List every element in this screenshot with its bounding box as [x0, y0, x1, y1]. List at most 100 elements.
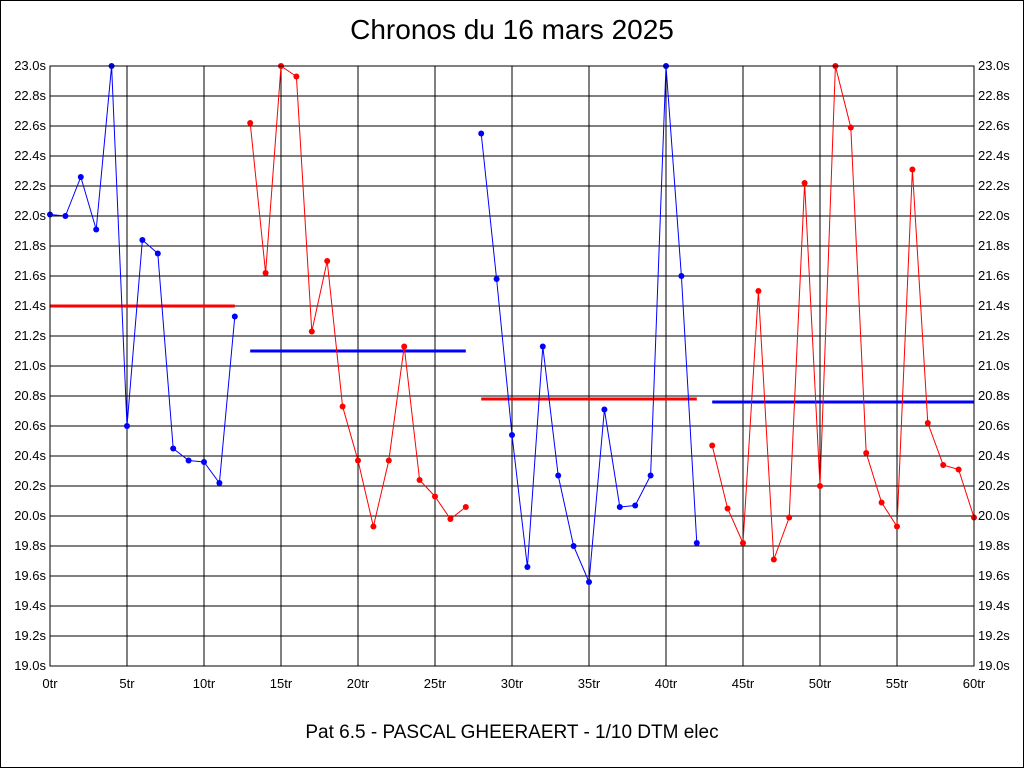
data-point [863, 450, 870, 456]
data-point [231, 313, 238, 320]
data-point [894, 523, 900, 530]
data-point [678, 273, 685, 279]
y-tick-label-left: 21.2s [14, 328, 46, 343]
plot-border [49, 65, 975, 667]
x-tick-label: 40tr [655, 676, 678, 691]
data-point [416, 477, 423, 483]
axes: 19.0s 19.0s 19.2s 19.2s 19.4s 19.4s 19.6s 19.6s… [14, 58, 1010, 691]
data-point [955, 466, 962, 473]
average-lines [50, 304, 974, 404]
y-tick-label-right: 19.2s [978, 628, 1010, 643]
y-tick-label-right: 20.0s [978, 508, 1010, 523]
data-point [93, 226, 100, 233]
data-point [447, 516, 454, 522]
y-tick-label-left: 22.4s [14, 148, 46, 163]
y-tick-label-right: 19.6s [978, 568, 1010, 583]
chart-title: Chronos du 16 mars 2025 [350, 14, 674, 45]
y-tick-label-right: 22.4s [978, 148, 1010, 163]
data-point [909, 166, 916, 173]
series-line [49, 65, 236, 485]
data-point [355, 457, 361, 464]
x-tick-label: 35tr [578, 676, 601, 691]
y-tick-label-right: 21.8s [978, 238, 1010, 253]
y-tick-label-left: 21.0s [14, 358, 46, 373]
x-tick-label: 30tr [501, 676, 524, 691]
x-tick-label: 50tr [809, 676, 832, 691]
y-tick-label-left: 20.6s [14, 418, 46, 433]
data-point [817, 483, 823, 489]
data-point [124, 423, 130, 429]
data-point [185, 457, 192, 464]
data-point [555, 472, 562, 479]
y-tick-label-right: 22.0s [978, 208, 1010, 223]
data-point [647, 472, 654, 479]
y-tick-label-right: 19.0s [978, 658, 1010, 673]
data-point [62, 213, 69, 219]
y-tick-label-left: 21.8s [14, 238, 46, 253]
y-tick-label-right: 22.6s [978, 118, 1010, 133]
data-point [432, 493, 438, 500]
data-point [601, 406, 608, 413]
data-point [740, 540, 746, 546]
y-tick-label-right: 21.4s [978, 298, 1010, 313]
x-tick-label: 55tr [886, 676, 909, 691]
y-tick-label-left: 21.6s [14, 268, 46, 283]
data-point [724, 505, 731, 512]
y-tick-label-right: 22.8s [978, 88, 1010, 103]
y-tick-label-right: 23.0s [978, 58, 1010, 73]
data-point [709, 442, 716, 449]
x-tick-label: 10tr [193, 676, 216, 691]
data-point [370, 523, 377, 530]
y-tick-label-left: 20.8s [14, 388, 46, 403]
data-point [139, 237, 146, 243]
grid [49, 65, 975, 667]
data-point [770, 556, 777, 563]
y-tick-label-left: 22.0s [14, 208, 46, 223]
y-tick-label-right: 20.8s [978, 388, 1010, 403]
data-point [616, 504, 623, 510]
y-tick-label-left: 19.6s [14, 568, 46, 583]
y-tick-label-left: 22.2s [14, 178, 46, 193]
y-tick-label-right: 19.4s [978, 598, 1010, 613]
data-point [586, 579, 592, 585]
data-point [170, 445, 177, 452]
x-tick-label: 25tr [424, 676, 447, 691]
data-point [401, 343, 408, 350]
data-point [878, 499, 885, 506]
y-tick-label-left: 23.0s [14, 58, 46, 73]
x-tick-label: 15tr [270, 676, 293, 691]
series-line [711, 65, 975, 560]
data-point [693, 540, 700, 546]
y-tick-label-right: 21.6s [978, 268, 1010, 283]
data-point [755, 288, 762, 294]
data-point [509, 432, 515, 438]
y-tick-label-left: 19.8s [14, 538, 46, 553]
y-tick-label-left: 19.2s [14, 628, 46, 643]
data-point [339, 403, 346, 410]
y-tick-label-right: 20.6s [978, 418, 1010, 433]
y-tick-label-left: 20.2s [14, 478, 46, 493]
y-tick-label-right: 19.8s [978, 538, 1010, 553]
y-tick-label-right: 20.4s [978, 448, 1010, 463]
data-point [801, 180, 808, 186]
data-point [786, 514, 793, 521]
data-point [478, 130, 485, 137]
x-tick-label: 0tr [42, 676, 58, 691]
data-point [308, 328, 315, 335]
y-tick-label-left: 20.0s [14, 508, 46, 523]
chart-subtitle: Pat 6.5 - PASCAL GHEERAERT - 1/10 DTM el… [305, 722, 719, 743]
data-point [940, 462, 947, 468]
data-point [385, 457, 392, 464]
data-point [262, 270, 269, 276]
y-tick-label-left: 20.4s [14, 448, 46, 463]
y-tick-label-left: 19.0s [14, 658, 46, 673]
x-tick-label: 60tr [963, 676, 986, 691]
y-tick-label-left: 22.6s [14, 118, 46, 133]
y-tick-label-right: 21.2s [978, 328, 1010, 343]
data-point [524, 564, 531, 570]
data-point [201, 459, 207, 465]
series-lines [47, 63, 977, 585]
data-point [493, 276, 500, 282]
data-point [154, 250, 161, 257]
y-tick-label-left: 21.4s [14, 298, 46, 313]
